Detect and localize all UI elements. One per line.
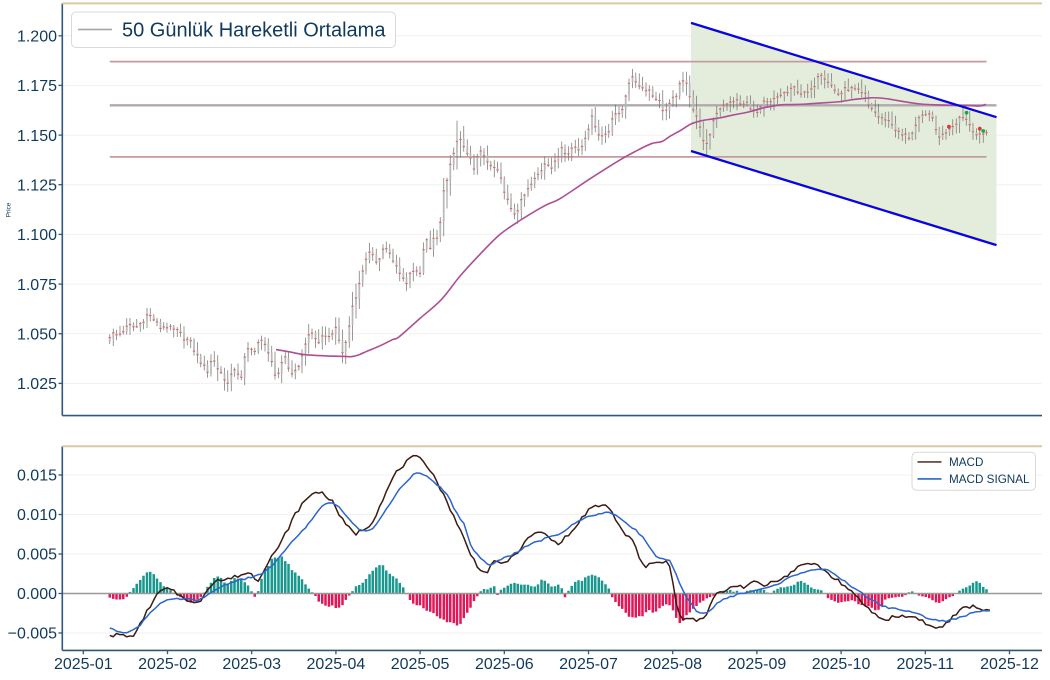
svg-text:−0.005: −0.005 [8,626,57,643]
svg-text:MACD SIGNAL: MACD SIGNAL [949,473,1030,486]
svg-text:2025-07: 2025-07 [559,656,618,673]
svg-text:1.150: 1.150 [17,128,57,145]
svg-text:0.000: 0.000 [17,586,57,603]
svg-text:2025-04: 2025-04 [307,656,366,673]
svg-text:2025-09: 2025-09 [728,656,787,673]
svg-text:1.125: 1.125 [17,177,57,194]
svg-text:1.025: 1.025 [17,376,57,393]
svg-text:MACD: MACD [949,456,983,469]
svg-text:1.050: 1.050 [17,326,57,343]
svg-text:2025-05: 2025-05 [391,656,450,673]
svg-text:2025-11: 2025-11 [897,656,955,673]
svg-text:1.175: 1.175 [17,78,57,95]
svg-text:2025-10: 2025-10 [812,656,871,673]
svg-text:1.075: 1.075 [17,277,57,294]
svg-text:2025-02: 2025-02 [138,656,197,673]
svg-text:2025-01: 2025-01 [54,656,113,673]
svg-text:2025-08: 2025-08 [643,656,702,673]
svg-text:50 Günlük Hareketli Ortalama: 50 Günlük Hareketli Ortalama [122,20,386,42]
svg-text:Price: Price [6,202,13,217]
svg-text:2025-06: 2025-06 [475,656,534,673]
svg-text:0.015: 0.015 [17,468,57,485]
svg-text:1.200: 1.200 [17,29,57,46]
svg-text:2025-12: 2025-12 [980,656,1039,673]
svg-text:2025-03: 2025-03 [222,656,281,673]
svg-text:1.100: 1.100 [17,227,57,244]
svg-text:0.005: 0.005 [17,547,57,564]
svg-text:0.010: 0.010 [17,507,57,524]
